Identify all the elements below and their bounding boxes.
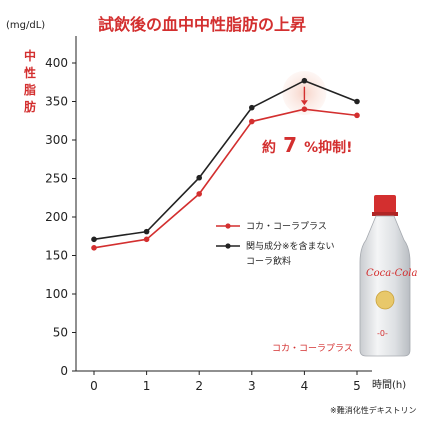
- x-tick-label: 4: [301, 379, 309, 393]
- series-0-point: [249, 118, 255, 125]
- bottle-brand-text: Coca-Cola: [366, 268, 417, 279]
- legend-label-plus: コカ・コーラプラス: [246, 221, 327, 232]
- y-tick-label: 150: [45, 249, 68, 263]
- series-1-point: [354, 98, 360, 105]
- annotation-suffix: %抑制!: [304, 139, 352, 156]
- legend: コカ・コーラプラス 関与成分※を含まない コーラ飲料: [216, 221, 335, 267]
- x-tick-label: 5: [353, 379, 361, 393]
- bottle-cap: [374, 195, 396, 213]
- series-0-point: [354, 112, 360, 119]
- x-tick-label: 2: [195, 379, 203, 393]
- bottle-body: [359, 215, 411, 357]
- y-axis-label: 中性脂肪: [23, 48, 36, 114]
- legend-label-control-line2: コーラ飲料: [246, 255, 291, 267]
- x-tick-label: 3: [248, 379, 256, 393]
- bottle-zero-mark: -0-: [377, 329, 388, 338]
- y-tick-label: 200: [45, 210, 68, 224]
- series-1-point: [143, 228, 150, 235]
- series-1-point: [91, 236, 97, 243]
- product-label: コカ・コーラプラス: [272, 343, 353, 354]
- series-0-point: [301, 106, 308, 112]
- annotation-prefix: 約: [262, 139, 276, 156]
- legend-marker-plus: [225, 223, 231, 229]
- series-1-point: [196, 174, 202, 181]
- series-0-point: [91, 245, 97, 251]
- y-tick-label: 100: [45, 287, 68, 301]
- y-tick-label: 0: [60, 364, 68, 378]
- series-layer: [91, 77, 360, 251]
- y-tick-label: 300: [45, 133, 68, 147]
- annotation-value: 7: [283, 133, 297, 157]
- x-axis-label: 時間(h): [372, 379, 406, 391]
- y-tick-label: 400: [45, 56, 68, 70]
- y-unit-label: (mg/dL): [6, 20, 45, 31]
- footnote: ※難消化性デキストリン: [330, 405, 416, 415]
- y-tick-label: 250: [45, 172, 68, 186]
- y-ticks: 0 50 100 150 200 250 300 350 400: [45, 56, 76, 378]
- y-tick-label: 50: [53, 326, 68, 340]
- x-ticks: 0 1 2 3 4 5: [90, 371, 361, 393]
- bottle-emblem: [375, 290, 395, 310]
- x-tick-label: 0: [90, 379, 98, 393]
- series-1-point: [249, 104, 255, 111]
- legend-label-control-line1: 関与成分※を含まない: [246, 240, 335, 252]
- x-tick-label: 1: [143, 379, 151, 393]
- series-1-point: [301, 77, 308, 84]
- series-0-point: [143, 236, 150, 243]
- bottle-illustration: Coca-Cola -0-: [359, 195, 417, 357]
- series-0-point: [196, 191, 202, 197]
- series-line-1: [93, 79, 358, 241]
- chart-title: 試飲後の血中中性脂肪の上昇: [98, 15, 306, 34]
- reduction-annotation: 約 7 %抑制!: [262, 133, 353, 157]
- y-tick-label: 350: [45, 95, 68, 109]
- legend-marker-control: [225, 243, 231, 249]
- reduction-arrow: [300, 86, 308, 106]
- series-line-0: [93, 108, 358, 249]
